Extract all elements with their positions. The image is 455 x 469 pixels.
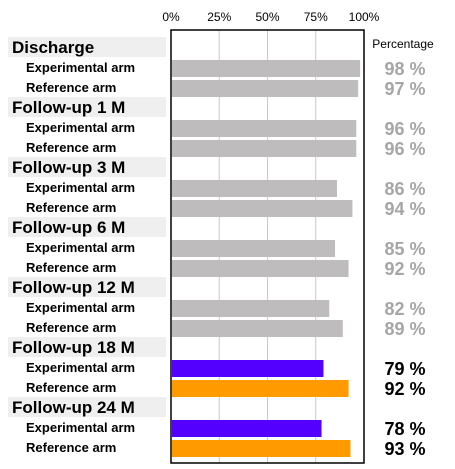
reference-arm-bar — [172, 320, 343, 337]
experimental-arm-label: Experimental arm — [26, 60, 135, 75]
group-label: Follow-up 1 M — [12, 98, 125, 117]
experimental-arm-label: Experimental arm — [26, 180, 135, 195]
experimental-arm-label: Experimental arm — [26, 240, 135, 255]
group-label: Follow-up 18 M — [12, 338, 135, 357]
value-label: 94 % — [384, 199, 425, 219]
group-band — [8, 157, 166, 177]
reference-arm-bar — [172, 380, 349, 397]
x-axis-ticks: 0% 25% 50% 75% 100% — [162, 10, 379, 24]
x-tick-label: 100% — [349, 10, 380, 24]
experimental-arm-bar — [172, 360, 324, 377]
group-band — [8, 97, 166, 117]
experimental-arm-bar — [172, 120, 357, 137]
reference-arm-label: Reference arm — [26, 320, 116, 335]
bars — [172, 60, 361, 457]
x-tick-label: 50% — [255, 10, 279, 24]
value-label: 92 % — [384, 259, 425, 279]
value-label: 89 % — [384, 319, 425, 339]
value-label: 86 % — [384, 179, 425, 199]
experimental-arm-label: Experimental arm — [26, 120, 135, 135]
value-label: 78 % — [384, 419, 425, 439]
experimental-arm-bar — [172, 240, 336, 257]
reference-arm-label: Reference arm — [26, 80, 116, 95]
experimental-arm-bar — [172, 60, 361, 77]
group-label: Follow-up 6 M — [12, 218, 125, 237]
group-band — [8, 37, 166, 57]
reference-arm-bar — [172, 440, 351, 457]
value-label: 92 % — [384, 379, 425, 399]
value-label: 79 % — [384, 359, 425, 379]
group-band — [8, 337, 166, 357]
experimental-arm-bar — [172, 300, 330, 317]
value-label: 98 % — [384, 59, 425, 79]
value-label: 97 % — [384, 79, 425, 99]
reference-arm-bar — [172, 200, 353, 217]
group-band — [8, 277, 166, 297]
x-tick-label: 0% — [162, 10, 180, 24]
reference-arm-bar — [172, 140, 357, 157]
reference-arm-label: Reference arm — [26, 140, 116, 155]
value-label: 82 % — [384, 299, 425, 319]
reference-arm-bar — [172, 80, 359, 97]
reference-arm-label: Reference arm — [26, 380, 116, 395]
value-label: 93 % — [384, 439, 425, 459]
group-band — [8, 397, 166, 417]
value-label: 96 % — [384, 119, 425, 139]
x-tick-label: 25% — [207, 10, 231, 24]
group-bands — [8, 37, 166, 417]
value-column-header: Percentage — [372, 37, 434, 51]
reference-arm-bar — [172, 260, 349, 277]
experimental-arm-label: Experimental arm — [26, 360, 135, 375]
experimental-arm-bar — [172, 180, 337, 197]
experimental-arm-label: Experimental arm — [26, 300, 135, 315]
x-tick-label: 75% — [304, 10, 328, 24]
group-label: Discharge — [12, 38, 94, 57]
group-band — [8, 217, 166, 237]
reference-arm-label: Reference arm — [26, 200, 116, 215]
reference-arm-label: Reference arm — [26, 260, 116, 275]
group-label: Follow-up 24 M — [12, 398, 135, 417]
group-label: Follow-up 3 M — [12, 158, 125, 177]
experimental-arm-label: Experimental arm — [26, 420, 135, 435]
value-label: 96 % — [384, 139, 425, 159]
experimental-arm-bar — [172, 420, 322, 437]
plot-frame — [170, 29, 365, 464]
reference-arm-label: Reference arm — [26, 440, 116, 455]
row-labels: Discharge Experimental arm Reference arm Fo… — [12, 38, 135, 455]
value-label: 85 % — [384, 239, 425, 259]
group-label: Follow-up 12 M — [12, 278, 135, 297]
value-labels: 98 %97 %96 %96 %86 %94 %85 %92 %82 %89 %… — [384, 59, 425, 459]
